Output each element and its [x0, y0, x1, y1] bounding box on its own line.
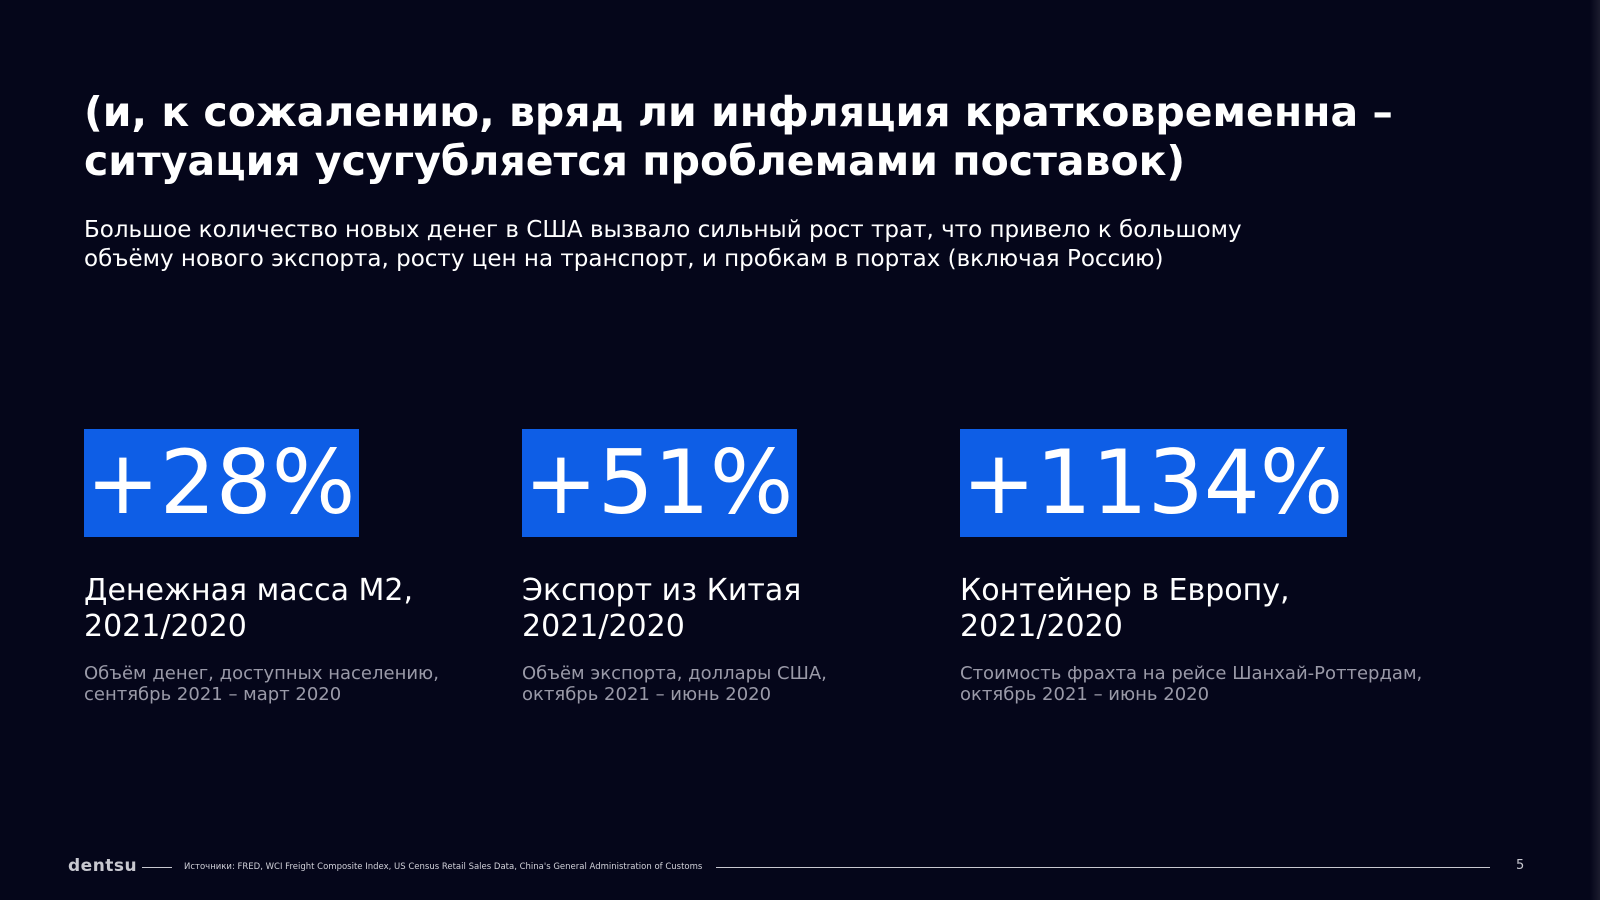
stat-value: +1134%	[960, 429, 1348, 537]
stat-label-line-2: 2021/2020	[960, 609, 1123, 644]
stat-description-line-2: сентябрь 2021 – март 2020	[84, 684, 342, 705]
footer-divider-left	[142, 867, 172, 868]
stat-description: Объём денег, доступных населению, сентяб…	[84, 663, 439, 705]
stat-label: Денежная масса М2, 2021/2020	[84, 573, 439, 645]
dentsu-logo: dentsu	[68, 856, 138, 876]
slide-title: (и, к сожалению, вряд ли инфляция кратко…	[84, 88, 1504, 186]
page-number: 5	[1516, 858, 1525, 873]
stat-description: Стоимость фрахта на рейсе Шанхай-Роттерд…	[960, 663, 1422, 705]
stat-description-line-1: Объём экспорта, доллары США,	[522, 663, 827, 684]
stat-value: +28%	[84, 429, 360, 537]
slide-subtitle-line-1: Большое количество новых денег в США выз…	[84, 217, 1242, 243]
sources-note: Источники: FRED, WCI Freight Composite I…	[184, 862, 703, 872]
stat-label-line-2: 2021/2020	[522, 609, 685, 644]
stat-description: Объём экспорта, доллары США, октябрь 202…	[522, 663, 827, 705]
stat-label-line-1: Денежная масса М2,	[84, 573, 414, 608]
slide-title-line-2: ситуация усугубляется проблемами поставо…	[84, 137, 1186, 185]
stat-label: Контейнер в Европу, 2021/2020	[960, 573, 1422, 645]
edge-shade	[1590, 0, 1600, 900]
stat-description-line-1: Стоимость фрахта на рейсе Шанхай-Роттерд…	[960, 663, 1423, 684]
stat-china-export: +51% Экспорт из Китая 2021/2020 Объём эк…	[522, 429, 827, 705]
footer: dentsu Источники: FRED, WCI Freight Comp…	[0, 855, 1600, 879]
stat-money-supply: +28% Денежная масса М2, 2021/2020 Объём …	[84, 429, 439, 705]
stat-description-line-1: Объём денег, доступных населению,	[84, 663, 439, 684]
stat-label-line-2: 2021/2020	[84, 609, 247, 644]
stat-label: Экспорт из Китая 2021/2020	[522, 573, 827, 645]
stat-container-freight: +1134% Контейнер в Европу, 2021/2020 Сто…	[960, 429, 1422, 705]
slide-subtitle-line-2: объёму нового экспорта, росту цен на тра…	[84, 246, 1164, 272]
stat-description-line-2: октябрь 2021 – июнь 2020	[522, 684, 772, 705]
stat-description-line-2: октябрь 2021 – июнь 2020	[960, 684, 1210, 705]
stat-label-line-1: Контейнер в Европу,	[960, 573, 1290, 608]
slide-subtitle: Большое количество новых денег в США выз…	[84, 216, 1424, 274]
footer-divider-right	[716, 867, 1490, 868]
stat-value: +51%	[522, 429, 798, 537]
stat-label-line-1: Экспорт из Китая	[522, 573, 802, 608]
slide-title-line-1: (и, к сожалению, вряд ли инфляция кратко…	[84, 88, 1393, 136]
